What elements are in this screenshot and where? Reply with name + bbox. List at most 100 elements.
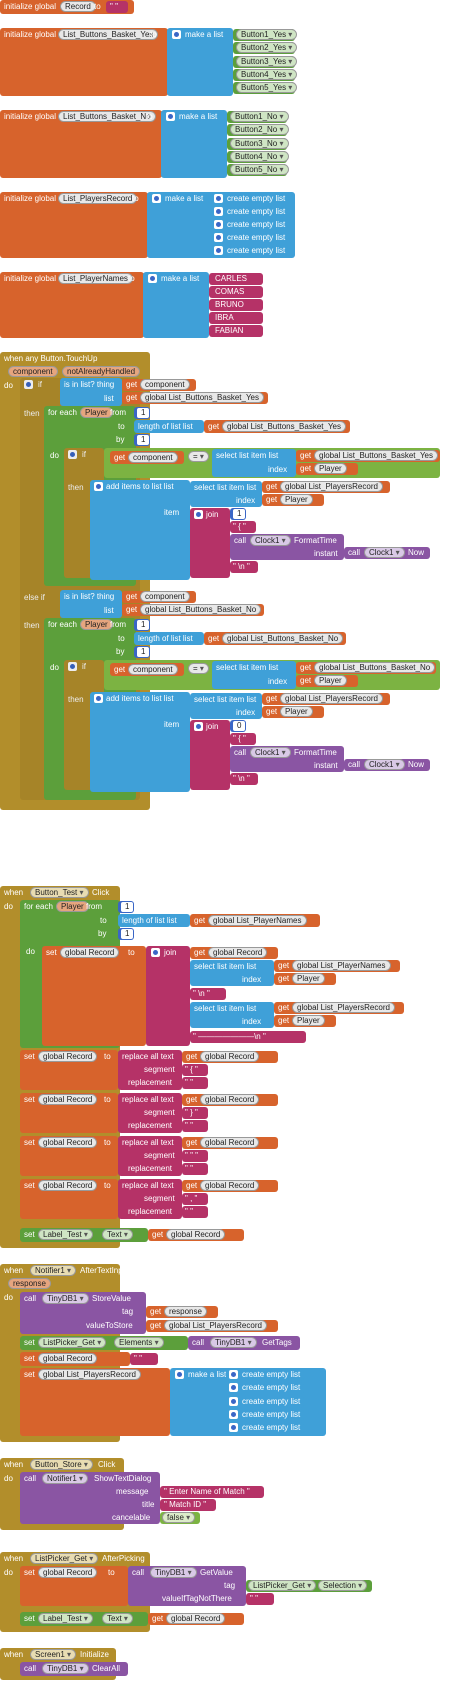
gear-icon[interactable]: [194, 722, 203, 731]
get-block[interactable]: get Player: [262, 706, 324, 718]
param-not-already-handled[interactable]: notAlreadyHandled: [62, 366, 141, 377]
list-item[interactable]: IBRA: [209, 312, 263, 324]
set-record-block[interactable]: set global Record to: [20, 1136, 118, 1176]
var-name[interactable]: List_Buttons_Basket_Yes: [58, 29, 159, 40]
number-block[interactable]: 0: [230, 720, 246, 732]
text-block[interactable]: " { ": [230, 521, 256, 533]
join-block[interactable]: join: [190, 508, 230, 578]
component-dropdown[interactable]: TinyDB1: [210, 1337, 257, 1348]
get-block[interactable]: get global List_Buttons_Basket_No: [122, 604, 264, 616]
var-dropdown[interactable]: global Record: [166, 1613, 226, 1624]
var-dropdown[interactable]: global List_PlayersRecord: [280, 481, 383, 492]
number-block[interactable]: 1: [118, 928, 134, 940]
var-dropdown[interactable]: global Record: [166, 1229, 226, 1240]
var-dropdown[interactable]: response: [164, 1306, 207, 1317]
get-block[interactable]: get component: [110, 663, 184, 676]
init-global-player-names[interactable]: initialize global List_PlayerNames to: [0, 272, 144, 338]
gear-icon[interactable]: [94, 694, 103, 703]
component-dropdown[interactable]: Label_Test: [38, 1229, 93, 1240]
add-items-to-list-block[interactable]: add items to list list item: [90, 692, 190, 792]
get-block[interactable]: get global List_Buttons_Basket_Yes: [296, 450, 440, 462]
list-item-label[interactable]: Button5_No: [230, 164, 289, 176]
init-global-players-record[interactable]: initialize global List_PlayersRecord to: [0, 192, 148, 258]
var-dropdown[interactable]: global Record: [38, 1567, 98, 1578]
tinydb-get-value-block[interactable]: call TinyDB1 GetValue tag valueIfTagNotT…: [128, 1566, 246, 1606]
get-block[interactable]: get global Record: [182, 1051, 278, 1063]
notifier-show-text-dialog-block[interactable]: call Notifier1 ShowTextDialog message ti…: [20, 1472, 160, 1524]
gear-icon[interactable]: [175, 1370, 184, 1379]
get-block[interactable]: get Player: [262, 494, 324, 506]
set-label-text-block[interactable]: set Label_Test Text: [20, 1612, 148, 1626]
gear-icon[interactable]: [229, 1370, 238, 1379]
var-dropdown[interactable]: Player: [292, 1015, 325, 1026]
number-block[interactable]: 1: [134, 407, 150, 419]
select-list-item-block[interactable]: select list item list index: [190, 693, 262, 719]
var-dropdown[interactable]: global Record: [38, 1137, 98, 1148]
get-block[interactable]: get component: [122, 379, 196, 391]
component-dropdown[interactable]: Clock1: [364, 547, 405, 558]
get-block[interactable]: get global List_PlayersRecord: [146, 1320, 278, 1332]
get-block[interactable]: get Player: [274, 973, 336, 985]
var-dropdown[interactable]: global Record: [38, 1180, 98, 1191]
clock-now-block[interactable]: call Clock1 Now: [344, 759, 430, 771]
list-item[interactable]: FABIAN: [209, 325, 263, 337]
number-block[interactable]: 1: [134, 434, 150, 446]
get-block[interactable]: get global List_PlayersRecord: [274, 1002, 404, 1014]
property-dropdown[interactable]: Elements: [114, 1337, 164, 1348]
param-response[interactable]: response: [8, 1278, 51, 1289]
var-dropdown[interactable]: component: [140, 379, 190, 390]
get-block[interactable]: get Player: [296, 675, 358, 687]
var-dropdown[interactable]: global Record: [60, 947, 120, 958]
var-dropdown[interactable]: global List_PlayersRecord: [280, 693, 383, 704]
list-item[interactable]: create empty list: [211, 206, 293, 218]
get-block[interactable]: get component: [110, 451, 184, 464]
operator-dropdown[interactable]: =: [188, 663, 209, 674]
number-value[interactable]: 1: [137, 620, 150, 630]
init-global-record[interactable]: initialize global Record to " ": [0, 0, 134, 14]
select-list-item-block[interactable]: select list item list index: [212, 661, 296, 689]
set-record-block[interactable]: set global Record to: [20, 1179, 118, 1219]
text-block[interactable]: " " ": [182, 1150, 208, 1162]
number-value[interactable]: 1: [137, 435, 150, 445]
list-item-label[interactable]: Button4_Yes: [236, 68, 298, 80]
list-item[interactable]: create empty list: [211, 245, 293, 257]
set-label-text-block[interactable]: set Label_Test Text: [20, 1228, 148, 1242]
list-item[interactable]: Button5_Yes: [233, 82, 298, 95]
number-value[interactable]: 1: [137, 647, 150, 657]
gear-icon[interactable]: [68, 450, 77, 459]
list-item-label[interactable]: Button3_No: [230, 137, 289, 149]
number-value[interactable]: 1: [121, 929, 134, 939]
component-dropdown[interactable]: Clock1: [364, 759, 405, 770]
add-items-to-list-block[interactable]: add items to list list item: [90, 480, 190, 580]
text-block[interactable]: " ": [182, 1163, 208, 1175]
operator-dropdown[interactable]: =: [188, 451, 209, 462]
text-block[interactable]: " , ": [182, 1193, 208, 1205]
component-dropdown[interactable]: ListPicker_Get: [248, 1580, 317, 1591]
number-value[interactable]: 0: [233, 721, 246, 731]
get-block[interactable]: get global List_PlayerNames: [190, 914, 320, 927]
list-item[interactable]: create empty list: [211, 232, 293, 244]
text-block[interactable]: " ": [130, 1353, 158, 1365]
replace-all-text-block[interactable]: replace all text segment replacement: [118, 1093, 182, 1133]
list-item-label[interactable]: Button3_Yes: [236, 55, 298, 67]
format-time-block[interactable]: call Clock1 FormatTime instant: [230, 746, 344, 772]
get-block[interactable]: get global List_PlayersRecord: [262, 693, 390, 705]
clock-now-block[interactable]: call Clock1 Now: [344, 547, 430, 559]
component-dropdown[interactable]: ListPicker_Get: [30, 1553, 99, 1564]
list-item[interactable]: create empty list: [226, 1382, 304, 1395]
init-global-list-yes[interactable]: initialize global List_Buttons_Basket_Ye…: [0, 28, 168, 96]
list-item[interactable]: create empty list: [211, 193, 293, 205]
gear-icon[interactable]: [166, 112, 175, 121]
text-block[interactable]: " } ": [182, 1107, 208, 1119]
select-list-item-block[interactable]: select list item list index: [190, 960, 274, 986]
component-dropdown[interactable]: Clock1: [250, 747, 291, 758]
var-dropdown[interactable]: global Record: [208, 947, 268, 958]
get-block[interactable]: get Player: [296, 463, 358, 475]
gear-icon[interactable]: [214, 194, 223, 203]
var-dropdown[interactable]: global List_Buttons_Basket_No: [140, 604, 262, 615]
text-block[interactable]: " { ": [230, 733, 256, 745]
select-list-item-block[interactable]: select list item list index: [212, 449, 296, 477]
number-block[interactable]: 1: [230, 508, 246, 520]
number-block[interactable]: 1: [134, 646, 150, 658]
list-item[interactable]: Button2_No: [227, 124, 289, 137]
